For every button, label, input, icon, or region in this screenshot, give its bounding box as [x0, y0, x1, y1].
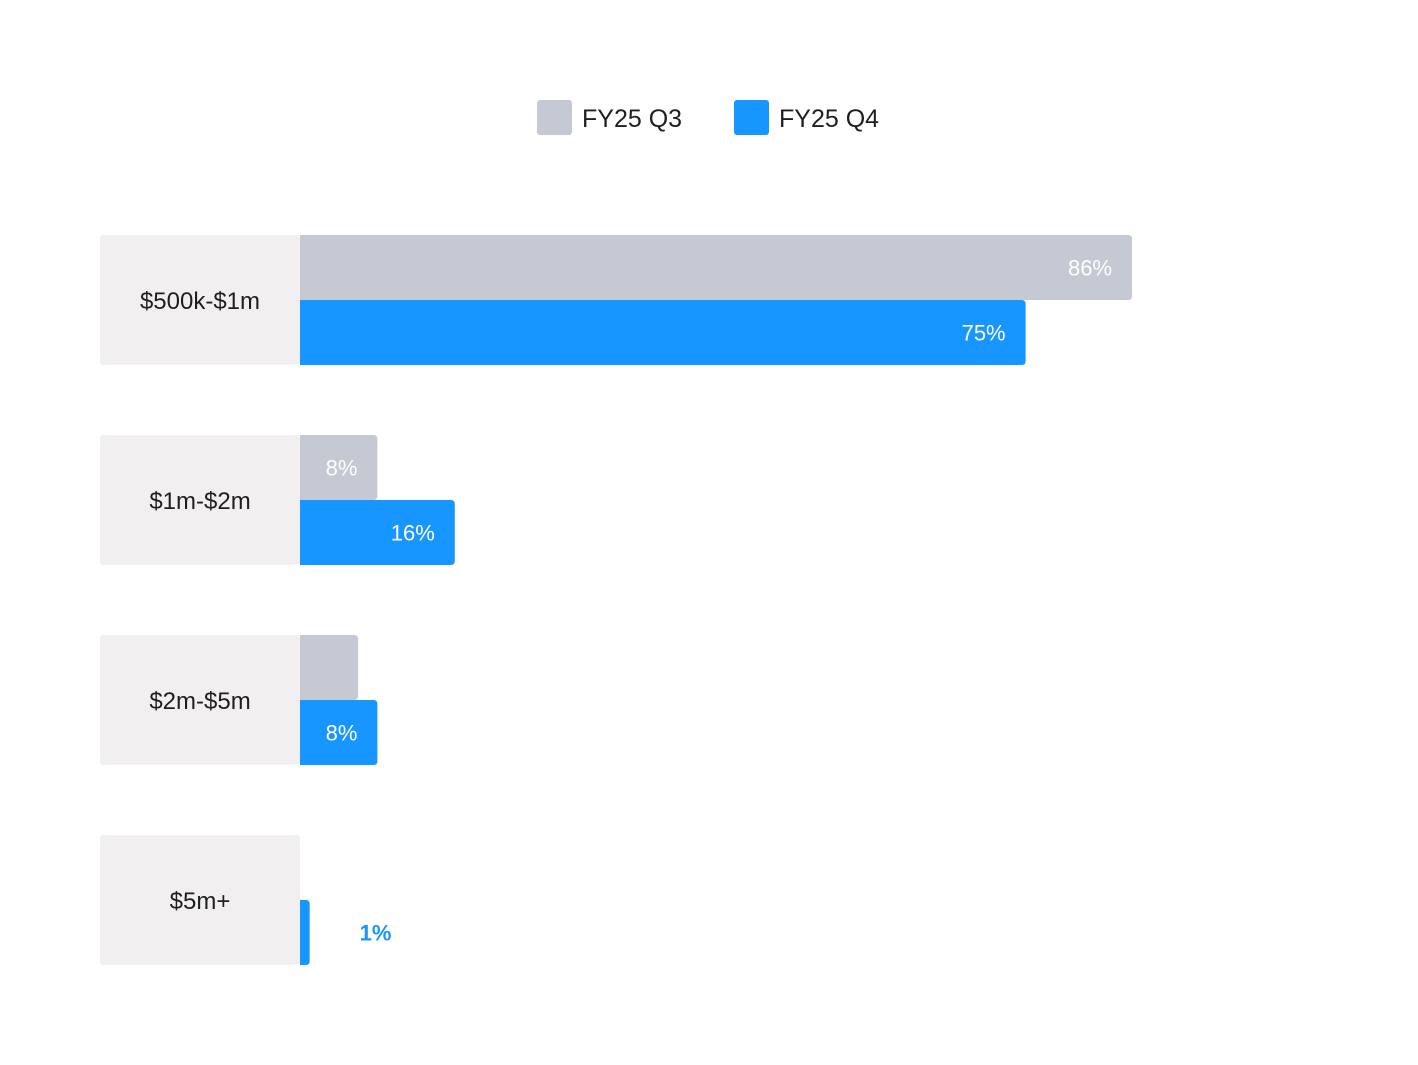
category-group-1m-2m: $1m-$2m 8% 16%	[100, 435, 455, 565]
legend-swatch-fy25-q3	[537, 100, 572, 135]
legend-swatch-fy25-q4	[734, 100, 769, 135]
category-group-500k-1m: $500k-$1m 86% 75%	[100, 235, 1133, 365]
data-label-fy25-q3-500k-1m: 86%	[1068, 256, 1112, 281]
category-label: $2m-$5m	[149, 688, 250, 715]
data-label-fy25-q3-1m-2m: 8%	[326, 456, 358, 481]
bar-fy25-q4-2m-5m	[300, 700, 378, 765]
bar-fy25-q4-500k-1m	[300, 300, 1026, 365]
category-group-2m-5m: $2m-$5m 8%	[100, 635, 378, 765]
bar-fy25-q3-500k-1m	[300, 235, 1133, 300]
category-group-5m: $5m+ 1%	[100, 835, 391, 965]
plot-area: $500k-$1m 86% 75% $1m-$2m 8% 16% $2m-$5m 8% $5m+…	[100, 235, 1133, 965]
category-label: $1m-$2m	[149, 488, 250, 515]
bar-fy25-q3-1m-2m	[300, 435, 378, 500]
data-label-fy25-q4-500k-1m: 75%	[962, 321, 1006, 346]
data-label-fy25-q4-2m-5m: 8%	[326, 721, 358, 746]
category-label: $500k-$1m	[140, 288, 260, 315]
legend: FY25 Q3 FY25 Q4	[537, 100, 879, 135]
data-label-fy25-q4-1m-2m: 16%	[391, 521, 435, 546]
category-label-box	[100, 635, 300, 765]
legend-label-fy25-q3: FY25 Q3	[582, 105, 682, 133]
data-label-fy25-q4-5m: 1%	[360, 921, 392, 946]
category-label-box	[100, 235, 300, 365]
category-label-box	[100, 835, 300, 965]
bar-fy25-q4-5m	[300, 900, 310, 965]
category-label-box	[100, 435, 300, 565]
bar-fy25-q4-1m-2m	[300, 500, 455, 565]
bar-fy25-q3-2m-5m	[300, 635, 359, 700]
category-label: $5m+	[170, 888, 231, 915]
legend-label-fy25-q4: FY25 Q4	[779, 105, 879, 133]
